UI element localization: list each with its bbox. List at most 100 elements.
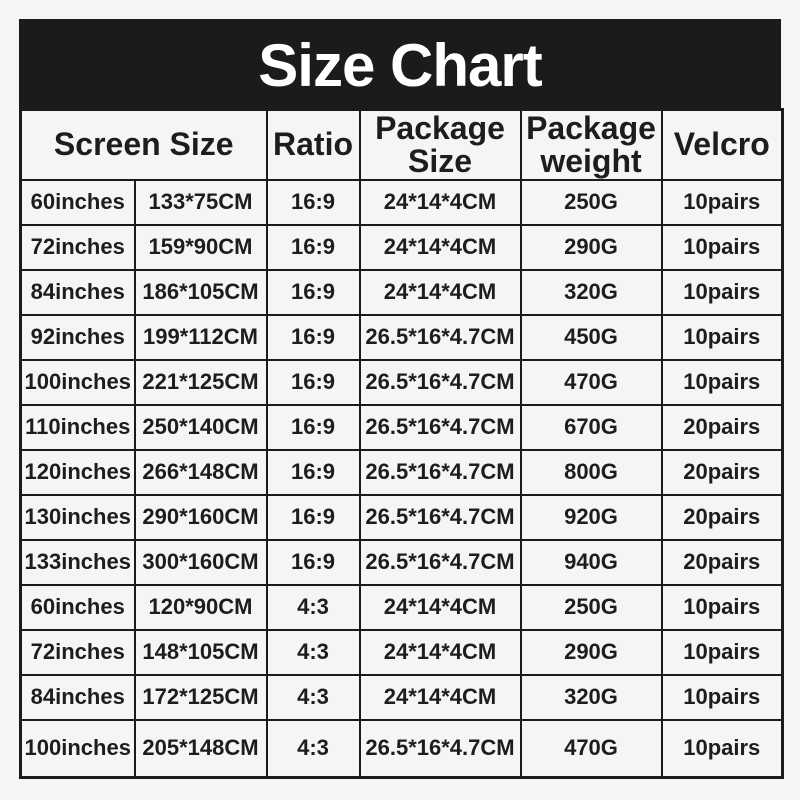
cell-screen-cm: 186*105CM [133, 268, 268, 316]
header-package-size: Package Size [358, 108, 522, 181]
cell-velcro: 10pairs [660, 268, 784, 316]
cell-package-weight: 290G [519, 628, 663, 676]
cell-velcro: 20pairs [660, 448, 784, 496]
table-row: 72inches 159*90CM 16:9 24*14*4CM 290G 10… [19, 223, 784, 271]
cell-screen-inches: 92inches [19, 313, 136, 361]
table-row: 72inches 148*105CM 4:3 24*14*4CM 290G 10… [19, 628, 784, 676]
cell-velcro: 20pairs [660, 493, 784, 541]
cell-screen-inches: 110inches [19, 403, 136, 451]
header-row: Screen Size Ratio Package Size Package w… [19, 108, 784, 181]
size-chart: Size Chart Screen Size Ratio Package Siz… [19, 19, 784, 779]
size-chart-table: Screen Size Ratio Package Size Package w… [19, 108, 784, 779]
cell-screen-inches: 133inches [19, 538, 136, 586]
cell-package-weight: 920G [519, 493, 663, 541]
cell-package-weight: 250G [519, 178, 663, 226]
table-row: 133inches 300*160CM 16:9 26.5*16*4.7CM 9… [19, 538, 784, 586]
cell-velcro: 10pairs [660, 223, 784, 271]
cell-package-weight: 470G [519, 358, 663, 406]
cell-screen-cm: 250*140CM [133, 403, 268, 451]
table-row: 100inches 205*148CM 4:3 26.5*16*4.7CM 47… [19, 718, 784, 779]
cell-screen-cm: 290*160CM [133, 493, 268, 541]
cell-screen-cm: 300*160CM [133, 538, 268, 586]
cell-package-size: 26.5*16*4.7CM [358, 403, 522, 451]
cell-screen-cm: 221*125CM [133, 358, 268, 406]
cell-package-size: 24*14*4CM [358, 628, 522, 676]
cell-ratio: 4:3 [265, 673, 361, 721]
cell-velcro: 10pairs [660, 718, 784, 779]
cell-package-size: 26.5*16*4.7CM [358, 538, 522, 586]
cell-package-weight: 670G [519, 403, 663, 451]
cell-velcro: 10pairs [660, 358, 784, 406]
cell-screen-inches: 84inches [19, 673, 136, 721]
cell-velcro: 10pairs [660, 628, 784, 676]
table-header: Screen Size Ratio Package Size Package w… [19, 108, 784, 181]
cell-velcro: 20pairs [660, 403, 784, 451]
cell-screen-cm: 266*148CM [133, 448, 268, 496]
header-screen-size: Screen Size [19, 108, 268, 181]
cell-screen-inches: 72inches [19, 628, 136, 676]
cell-package-size: 24*14*4CM [358, 223, 522, 271]
cell-screen-cm: 148*105CM [133, 628, 268, 676]
cell-ratio: 16:9 [265, 493, 361, 541]
cell-package-size: 24*14*4CM [358, 178, 522, 226]
cell-package-size: 24*14*4CM [358, 673, 522, 721]
cell-screen-cm: 205*148CM [133, 718, 268, 779]
header-package-weight: Package weight [519, 108, 663, 181]
cell-ratio: 4:3 [265, 628, 361, 676]
cell-package-weight: 450G [519, 313, 663, 361]
cell-velcro: 20pairs [660, 538, 784, 586]
cell-velcro: 10pairs [660, 583, 784, 631]
size-chart-title: Size Chart [19, 19, 781, 108]
cell-screen-cm: 199*112CM [133, 313, 268, 361]
cell-package-size: 26.5*16*4.7CM [358, 718, 522, 779]
cell-screen-inches: 84inches [19, 268, 136, 316]
cell-screen-cm: 159*90CM [133, 223, 268, 271]
table-row: 84inches 172*125CM 4:3 24*14*4CM 320G 10… [19, 673, 784, 721]
cell-package-size: 24*14*4CM [358, 268, 522, 316]
table-row: 60inches 133*75CM 16:9 24*14*4CM 250G 10… [19, 178, 784, 226]
cell-package-size: 24*14*4CM [358, 583, 522, 631]
cell-package-weight: 940G [519, 538, 663, 586]
cell-ratio: 16:9 [265, 403, 361, 451]
cell-screen-inches: 60inches [19, 178, 136, 226]
cell-package-weight: 800G [519, 448, 663, 496]
cell-package-weight: 470G [519, 718, 663, 779]
cell-package-weight: 320G [519, 268, 663, 316]
table-body: 60inches 133*75CM 16:9 24*14*4CM 250G 10… [19, 178, 784, 779]
cell-screen-cm: 172*125CM [133, 673, 268, 721]
cell-screen-inches: 100inches [19, 718, 136, 779]
cell-ratio: 16:9 [265, 178, 361, 226]
cell-ratio: 16:9 [265, 538, 361, 586]
cell-ratio: 16:9 [265, 313, 361, 361]
table-row: 60inches 120*90CM 4:3 24*14*4CM 250G 10p… [19, 583, 784, 631]
header-velcro: Velcro [660, 108, 784, 181]
cell-screen-cm: 120*90CM [133, 583, 268, 631]
cell-ratio: 16:9 [265, 448, 361, 496]
cell-screen-inches: 100inches [19, 358, 136, 406]
table-row: 92inches 199*112CM 16:9 26.5*16*4.7CM 45… [19, 313, 784, 361]
cell-screen-cm: 133*75CM [133, 178, 268, 226]
cell-package-weight: 250G [519, 583, 663, 631]
cell-ratio: 16:9 [265, 358, 361, 406]
cell-ratio: 4:3 [265, 718, 361, 779]
cell-package-size: 26.5*16*4.7CM [358, 448, 522, 496]
cell-package-weight: 320G [519, 673, 663, 721]
cell-screen-inches: 60inches [19, 583, 136, 631]
cell-ratio: 16:9 [265, 223, 361, 271]
cell-package-weight: 290G [519, 223, 663, 271]
cell-screen-inches: 72inches [19, 223, 136, 271]
cell-velcro: 10pairs [660, 673, 784, 721]
cell-package-size: 26.5*16*4.7CM [358, 358, 522, 406]
cell-screen-inches: 120inches [19, 448, 136, 496]
table-row: 130inches 290*160CM 16:9 26.5*16*4.7CM 9… [19, 493, 784, 541]
cell-package-size: 26.5*16*4.7CM [358, 313, 522, 361]
header-ratio: Ratio [265, 108, 361, 181]
cell-velcro: 10pairs [660, 313, 784, 361]
table-row: 120inches 266*148CM 16:9 26.5*16*4.7CM 8… [19, 448, 784, 496]
cell-ratio: 4:3 [265, 583, 361, 631]
table-row: 100inches 221*125CM 16:9 26.5*16*4.7CM 4… [19, 358, 784, 406]
cell-package-size: 26.5*16*4.7CM [358, 493, 522, 541]
table-row: 110inches 250*140CM 16:9 26.5*16*4.7CM 6… [19, 403, 784, 451]
cell-screen-inches: 130inches [19, 493, 136, 541]
cell-velcro: 10pairs [660, 178, 784, 226]
